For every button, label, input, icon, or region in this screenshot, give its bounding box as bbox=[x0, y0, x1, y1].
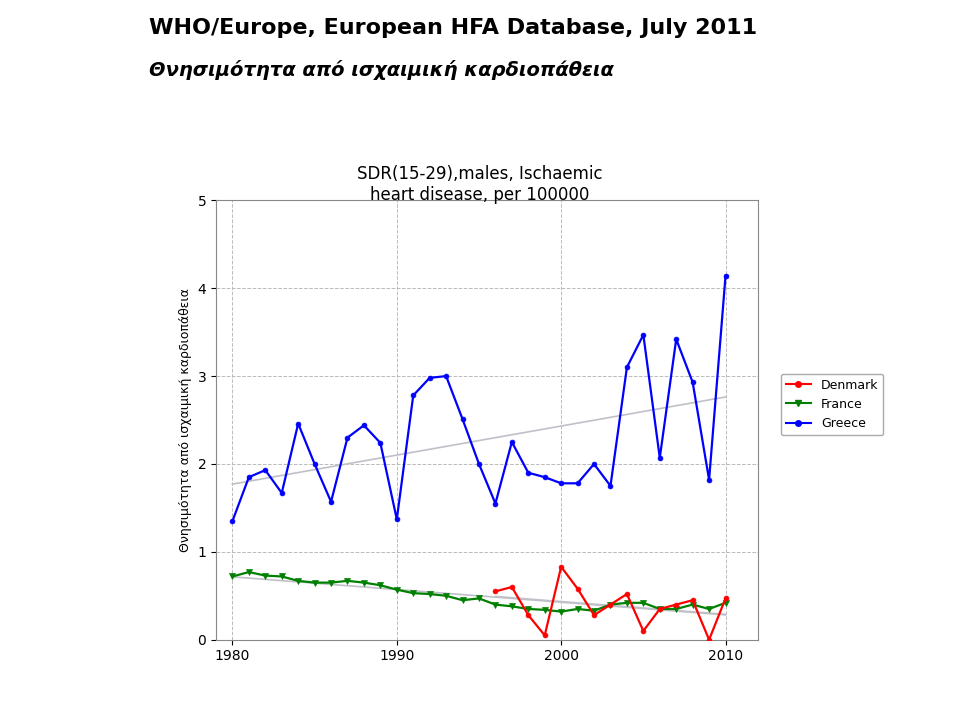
Text: WHO/Europe, European HFA Database, July 2011: WHO/Europe, European HFA Database, July … bbox=[149, 18, 756, 37]
Text: Θνησιμότητα από ισχαιμική καρδιοπάθεια: Θνησιμότητα από ισχαιμική καρδιοπάθεια bbox=[149, 60, 613, 79]
Text: SDR(15-29),males, Ischaemic
heart disease, per 100000: SDR(15-29),males, Ischaemic heart diseas… bbox=[357, 165, 603, 204]
Y-axis label: Θνησιμότητα από ισχαιμική καρδιοπάθεια: Θνησιμότητα από ισχαιμική καρδιοπάθεια bbox=[179, 288, 192, 552]
Legend: Denmark, France, Greece: Denmark, France, Greece bbox=[780, 373, 883, 435]
